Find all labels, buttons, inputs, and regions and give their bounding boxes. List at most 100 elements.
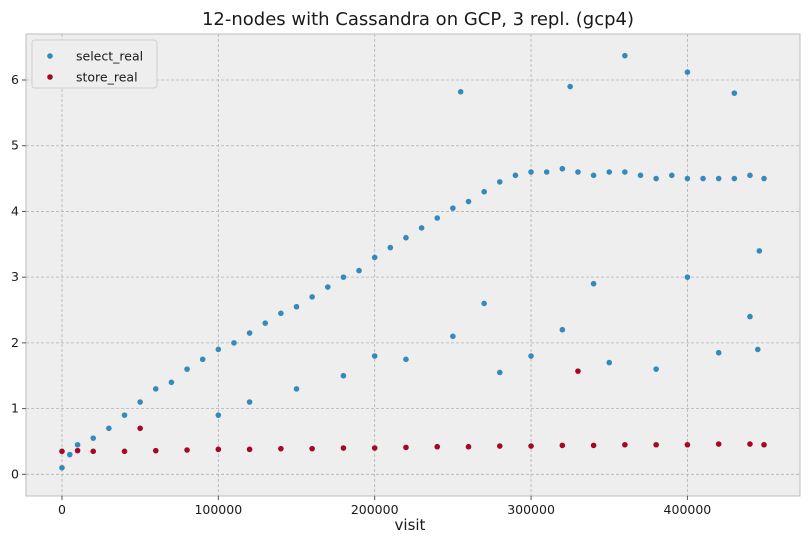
legend-box bbox=[31, 39, 158, 89]
store_real-point-15 bbox=[465, 443, 472, 450]
select_real-point-19 bbox=[340, 274, 347, 280]
select_real-point-34 bbox=[575, 169, 581, 175]
select_real-point-61 bbox=[715, 349, 722, 356]
select_real-point-23 bbox=[403, 234, 409, 241]
select_real-point-57 bbox=[528, 353, 534, 359]
series-store_real bbox=[59, 368, 767, 455]
select_real-point-18 bbox=[324, 284, 331, 290]
select_real-point-26 bbox=[450, 205, 456, 211]
select_real-point-17 bbox=[309, 294, 315, 300]
select_real-point-56 bbox=[496, 369, 503, 376]
store_real-point-9 bbox=[278, 445, 284, 452]
store_real-point-3 bbox=[121, 448, 128, 455]
store_real-point-16 bbox=[496, 443, 503, 449]
store_real-point-5 bbox=[152, 447, 159, 454]
y-tick-label-0: 0 bbox=[11, 466, 19, 481]
select_real-point-68 bbox=[590, 280, 597, 287]
x-tick-label-4: 400000 bbox=[664, 502, 712, 517]
legend: select_real store_real bbox=[31, 39, 158, 89]
series-select_real bbox=[59, 52, 767, 471]
select_real-point-66 bbox=[371, 353, 378, 359]
legend-label-select_real: select_real bbox=[76, 49, 143, 64]
select_real-point-12 bbox=[231, 340, 237, 346]
select_real-point-7 bbox=[152, 386, 159, 392]
chart-title: 12-nodes with Cassandra on GCP, 3 repl. … bbox=[202, 9, 634, 30]
x-tick-label-2: 200000 bbox=[351, 502, 399, 517]
select_real-point-21 bbox=[371, 254, 378, 261]
store_real-point-0 bbox=[59, 448, 65, 455]
y-tick-label-2: 2 bbox=[11, 335, 19, 350]
x-tick-label-0: 0 bbox=[58, 502, 66, 517]
select_real-point-35 bbox=[590, 172, 597, 179]
store_real-point-2 bbox=[90, 448, 97, 455]
select_real-point-8 bbox=[168, 379, 175, 386]
select_real-point-1 bbox=[66, 451, 73, 458]
store_real-point-20 bbox=[590, 442, 597, 449]
store_real-point-10 bbox=[309, 445, 315, 452]
select_real-point-9 bbox=[184, 366, 190, 372]
store_real-point-7 bbox=[215, 446, 222, 453]
select_real-point-50 bbox=[684, 69, 691, 75]
select_real-point-0 bbox=[59, 464, 65, 471]
select_real-point-41 bbox=[684, 175, 691, 182]
select_real-point-39 bbox=[653, 175, 659, 182]
select_real-point-36 bbox=[606, 169, 613, 175]
select_real-point-30 bbox=[512, 172, 519, 179]
select_real-point-58 bbox=[559, 326, 566, 333]
store_real-point-11 bbox=[340, 445, 347, 451]
select_real-point-51 bbox=[731, 90, 738, 96]
select_real-point-16 bbox=[293, 303, 300, 310]
y-tick-label-4: 4 bbox=[11, 203, 19, 218]
select_real-point-42 bbox=[700, 175, 706, 182]
select_real-point-53 bbox=[340, 372, 347, 379]
select_real-point-24 bbox=[418, 225, 425, 231]
select_real-point-10 bbox=[199, 356, 206, 363]
select_real-point-49 bbox=[622, 52, 628, 59]
store_real-point-18 bbox=[559, 442, 566, 449]
select_real-point-14 bbox=[262, 320, 269, 326]
select_real-point-64 bbox=[215, 412, 222, 418]
select_real-point-29 bbox=[496, 179, 503, 185]
select_real-point-46 bbox=[761, 175, 767, 182]
x-tick-label-3: 300000 bbox=[507, 502, 555, 517]
select_real-point-2 bbox=[74, 441, 81, 448]
store_real-point-17 bbox=[528, 443, 534, 449]
select_real-point-20 bbox=[356, 267, 362, 274]
select_real-point-44 bbox=[731, 175, 738, 182]
y-tick-label-5: 5 bbox=[11, 138, 19, 153]
store_real-point-19 bbox=[575, 368, 581, 374]
select_real-point-25 bbox=[434, 215, 441, 221]
select_real-point-31 bbox=[528, 169, 534, 175]
select_real-point-33 bbox=[559, 165, 566, 172]
y-tick-label-6: 6 bbox=[11, 72, 19, 87]
select_real-point-38 bbox=[637, 172, 644, 179]
select_real-point-15 bbox=[278, 310, 284, 317]
select_real-point-4 bbox=[106, 425, 112, 432]
select_real-point-70 bbox=[756, 248, 763, 254]
store_real-point-8 bbox=[246, 446, 253, 453]
store_real-point-26 bbox=[761, 441, 767, 448]
select_real-point-60 bbox=[653, 366, 659, 372]
store_real-point-25 bbox=[747, 441, 753, 447]
select_real-point-43 bbox=[715, 175, 722, 182]
select_real-point-67 bbox=[481, 300, 487, 307]
store_real-point-22 bbox=[653, 441, 659, 448]
select_real-point-47 bbox=[457, 89, 464, 95]
y-tick-label-1: 1 bbox=[11, 401, 19, 416]
x-axis-label: visit bbox=[395, 516, 426, 534]
select_real-point-63 bbox=[754, 346, 761, 353]
select_real-point-40 bbox=[668, 172, 675, 179]
select_real-point-55 bbox=[450, 333, 456, 340]
select_real-point-54 bbox=[403, 356, 409, 363]
select_real-point-6 bbox=[137, 399, 143, 405]
select_real-point-3 bbox=[90, 435, 97, 441]
select_real-point-37 bbox=[622, 169, 628, 175]
select_real-point-62 bbox=[747, 313, 753, 320]
plot-area bbox=[26, 34, 800, 496]
store_real-point-4 bbox=[137, 425, 143, 432]
x-tick-label-1: 100000 bbox=[194, 502, 242, 517]
select_real-point-45 bbox=[747, 172, 753, 179]
select_real-point-48 bbox=[567, 83, 573, 90]
store_real-point-24 bbox=[715, 441, 722, 447]
store_real-point-6 bbox=[184, 447, 190, 453]
